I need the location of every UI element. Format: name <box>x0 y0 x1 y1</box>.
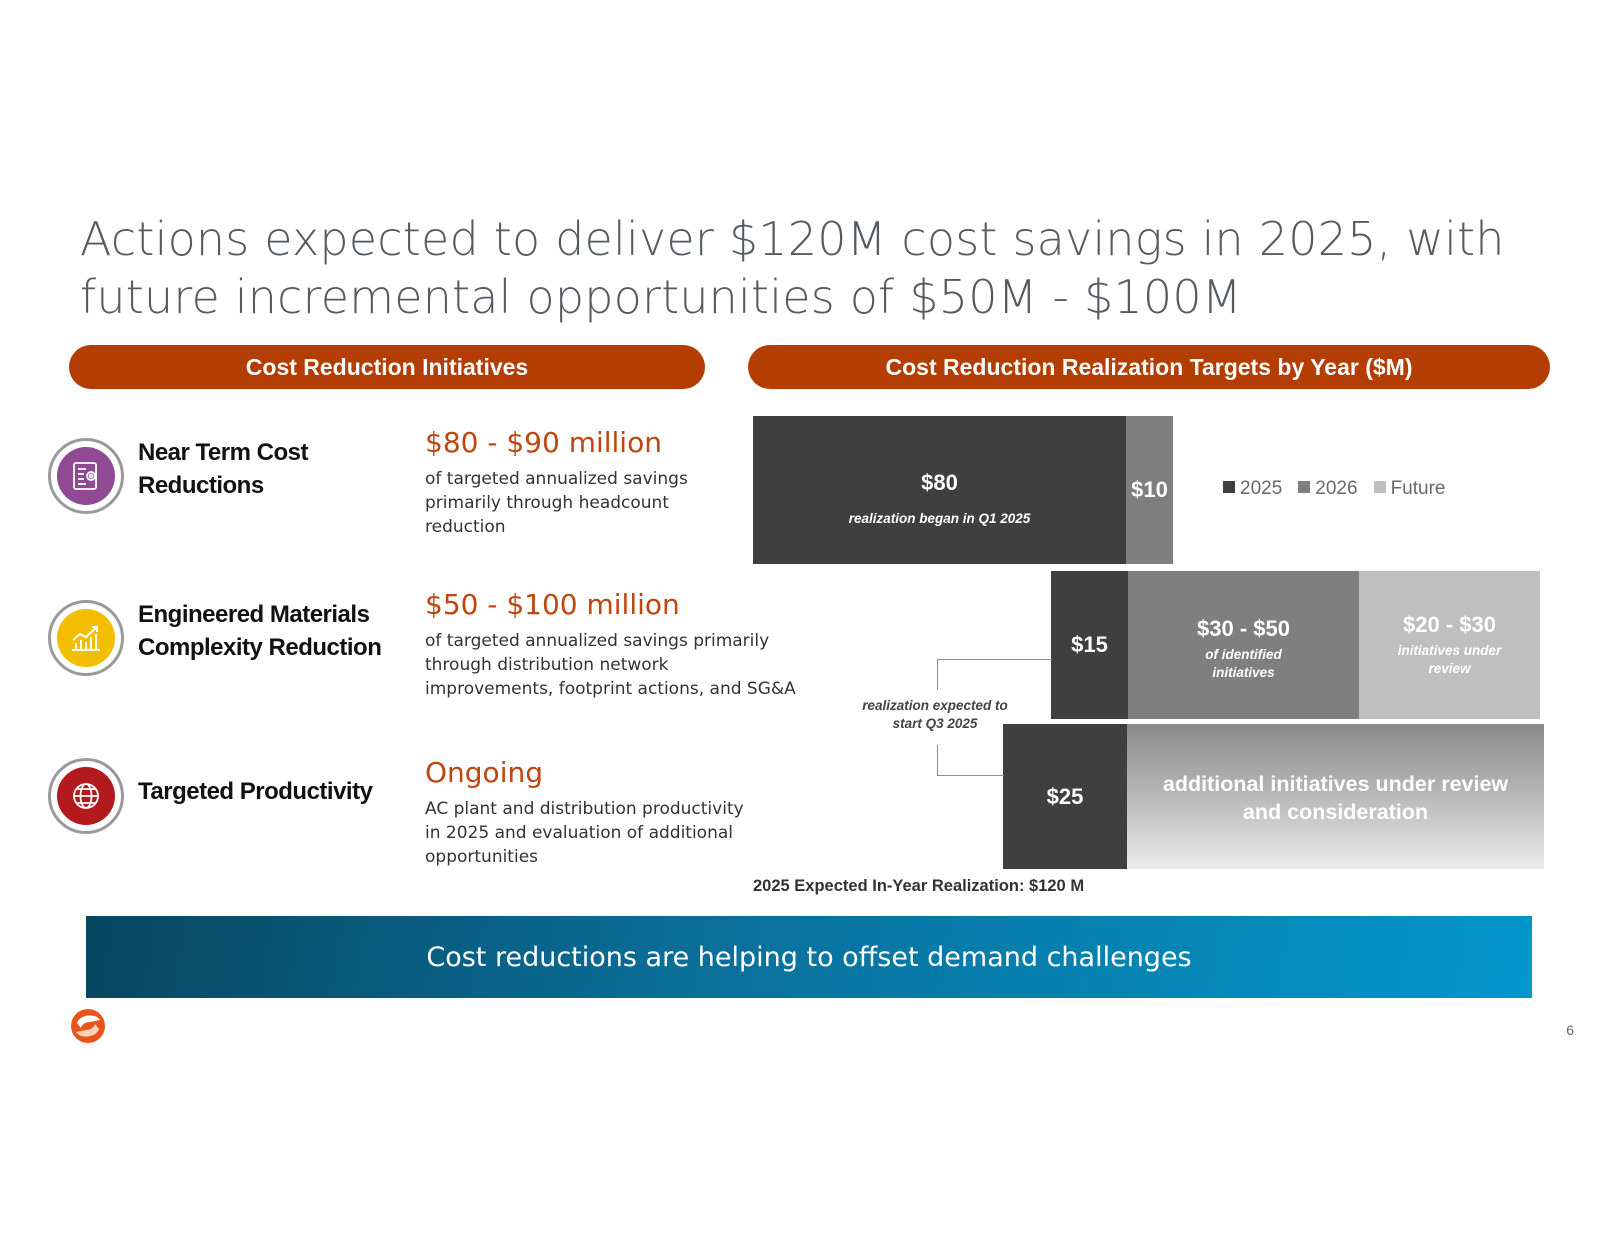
initiative-description: of targeted annualized savings primarily… <box>425 469 688 537</box>
bar-segment-2025: $25 <box>1003 724 1127 869</box>
chart-legend: 2025 2026 Future <box>1223 478 1445 500</box>
bar-segment-2025: $15 <box>1051 571 1128 719</box>
blueprint-gear-icon <box>48 438 124 514</box>
bar-note: realization began in Q1 2025 <box>848 511 1031 526</box>
bar-value-label: additional initiatives under review and … <box>1162 772 1509 824</box>
initiative-name: Targeted Productivity <box>138 778 373 805</box>
bar-note: of identified initiatives <box>1205 647 1282 680</box>
bar-value-label: $80 <box>921 470 958 495</box>
chart-footnote: 2025 Expected In-Year Realization: $120 … <box>753 877 1085 895</box>
bar-value-label: $25 <box>1046 783 1084 809</box>
initiative-amount: Ongoing <box>425 756 543 789</box>
initiative-name: Engineered Materials Complexity Reductio… <box>138 601 382 661</box>
bar-value-label: $30 - $50 <box>1197 616 1290 641</box>
bar-value-label: $15 <box>1071 632 1108 657</box>
chart-annotation: realization expected to start Q3 2025 <box>862 698 1008 731</box>
bar-note: initiatives under review <box>1397 643 1502 676</box>
bar-segment-2026: $10 <box>1126 416 1173 564</box>
initiative-amount: $80 - $90 million <box>425 426 662 459</box>
globe-icon <box>48 758 124 834</box>
annotation-bracket <box>937 745 1004 776</box>
initiative-description: of targeted annualized savings primarily… <box>425 631 796 699</box>
targets-header: Cost Reduction Realization Targets by Ye… <box>748 345 1550 389</box>
initiative-description: AC plant and distribution productivity i… <box>425 799 744 867</box>
legend-item-2026: 2026 <box>1298 478 1358 500</box>
growth-chart-icon <box>48 600 124 676</box>
initiative-amount: $50 - $100 million <box>425 588 680 621</box>
bar-value-label: $10 <box>1131 477 1168 502</box>
page-title: Actions expected to deliver $120M cost s… <box>80 212 1505 324</box>
initiative-name: Near Term Cost Reductions <box>138 439 308 499</box>
initiatives-header: Cost Reduction Initiatives <box>69 345 705 389</box>
legend-item-future: Future <box>1373 478 1445 500</box>
page-number: 6 <box>1566 1022 1574 1038</box>
bar-segment-future: $20 - $30 initiatives under review <box>1359 571 1540 719</box>
bar-value-label: $20 - $30 <box>1403 612 1496 637</box>
footer-banner: Cost reductions are helping to offset de… <box>86 916 1532 998</box>
bar-segment-2026: $30 - $50 of identified initiatives <box>1128 571 1359 719</box>
company-logo <box>68 1006 108 1046</box>
annotation-bracket <box>937 659 1052 690</box>
legend-item-2025: 2025 <box>1223 478 1282 500</box>
footer-message: Cost reductions are helping to offset de… <box>426 941 1192 973</box>
bar-segment-2025: $80 realization began in Q1 2025 <box>753 416 1126 564</box>
bar-segment-additional: additional initiatives under review and … <box>1127 724 1544 869</box>
